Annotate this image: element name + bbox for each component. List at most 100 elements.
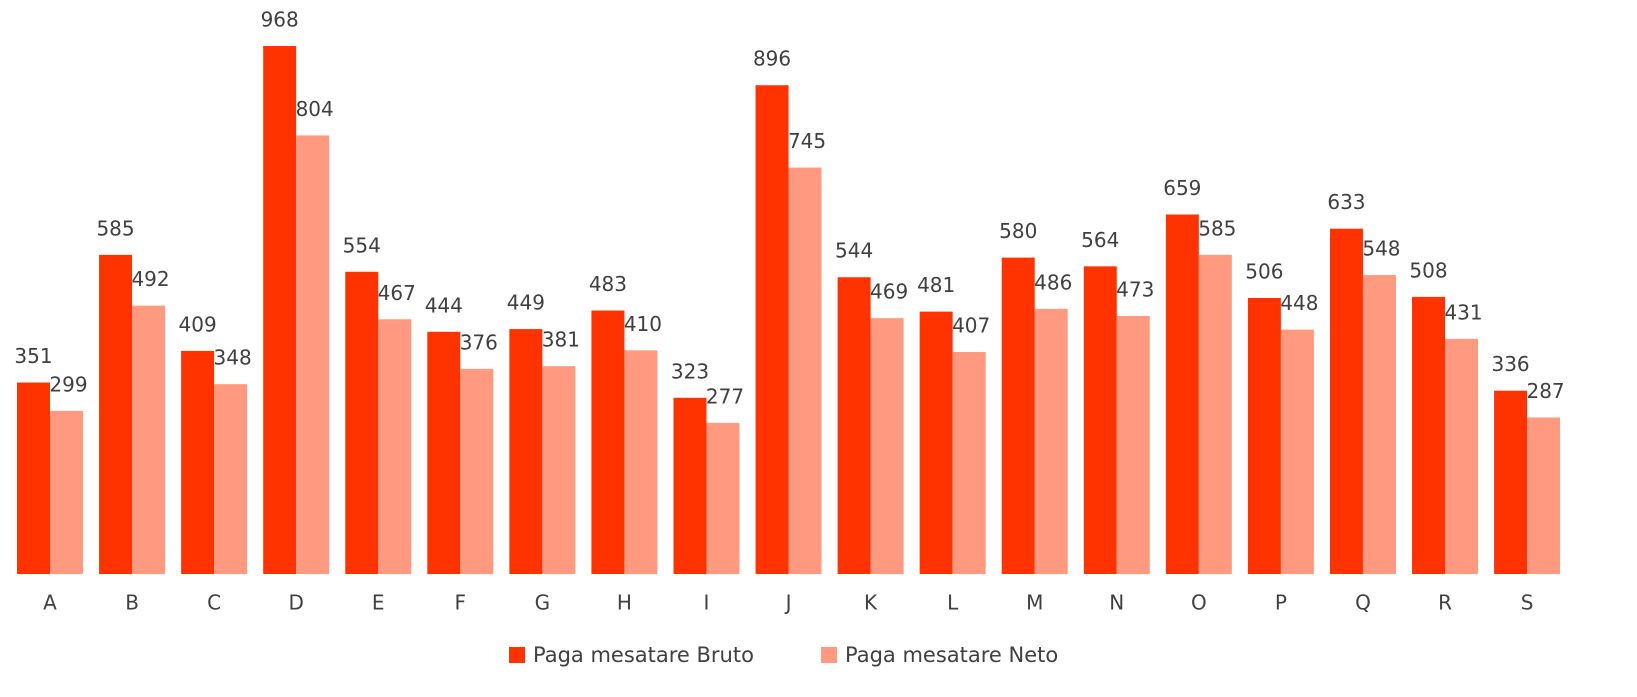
- x-tick-label: F: [455, 591, 467, 615]
- data-label: 508: [1409, 258, 1447, 282]
- data-label: 351: [14, 344, 52, 368]
- bar: [1527, 417, 1561, 574]
- data-label: 481: [917, 273, 955, 297]
- x-tick-label: A: [43, 591, 57, 615]
- x-tick-label: J: [784, 591, 792, 615]
- data-label: 444: [425, 293, 463, 317]
- data-label: 633: [1327, 190, 1365, 214]
- data-label: 506: [1245, 259, 1283, 283]
- bar: [591, 310, 625, 574]
- bar: [1445, 338, 1479, 574]
- bar: [1198, 254, 1232, 574]
- x-tick-label: Q: [1355, 591, 1371, 615]
- data-label: 277: [706, 384, 744, 408]
- x-tick-label: P: [1275, 591, 1287, 615]
- bar: [542, 366, 576, 574]
- bar: [1329, 228, 1363, 575]
- legend-label: Paga mesatare Bruto: [533, 643, 754, 667]
- x-tick-label: D: [288, 591, 303, 615]
- bar: [296, 135, 330, 574]
- data-label: 449: [507, 291, 545, 315]
- data-label: 659: [1163, 176, 1201, 200]
- bar: [427, 331, 461, 574]
- bar: [378, 319, 412, 574]
- bar: [1362, 275, 1396, 574]
- data-label: 323: [671, 359, 709, 383]
- bar: [460, 368, 494, 574]
- x-tick-label: R: [1438, 591, 1452, 615]
- bar: [345, 271, 379, 574]
- bar: [788, 167, 822, 575]
- data-label: 804: [296, 97, 334, 121]
- x-tick-label: B: [125, 591, 139, 615]
- data-label: 548: [1362, 237, 1400, 261]
- x-tick-label: O: [1191, 591, 1207, 615]
- bar: [952, 351, 986, 574]
- bar: [1280, 329, 1314, 574]
- data-label: 448: [1280, 291, 1318, 315]
- bar: [263, 45, 297, 575]
- bar: [99, 254, 133, 574]
- bar: [919, 311, 953, 574]
- bar: [1034, 308, 1068, 574]
- x-tick-label: M: [1026, 591, 1043, 615]
- legend-label: Paga mesatare Neto: [845, 643, 1058, 667]
- x-tick-label: G: [535, 591, 551, 615]
- data-label: 348: [214, 346, 252, 370]
- data-label: 336: [1491, 352, 1529, 376]
- bar: [706, 422, 740, 574]
- bar: [673, 397, 707, 574]
- data-label: 483: [589, 272, 627, 296]
- bar: [837, 277, 871, 574]
- x-tick-label: S: [1521, 591, 1534, 615]
- data-label: 467: [378, 281, 416, 305]
- x-tick-label: C: [207, 591, 221, 615]
- x-tick-label: K: [864, 591, 878, 615]
- data-label: 486: [1034, 270, 1072, 294]
- data-label: 554: [343, 233, 381, 257]
- bar: [509, 329, 543, 574]
- bar: [1247, 297, 1281, 574]
- data-label: 376: [460, 330, 498, 354]
- data-label: 564: [1081, 228, 1119, 252]
- bar: [1116, 315, 1150, 574]
- data-label: 409: [179, 312, 217, 336]
- bar: [1001, 257, 1035, 574]
- data-label: 473: [1116, 277, 1154, 301]
- data-label: 287: [1526, 379, 1564, 403]
- bar: [132, 305, 166, 574]
- bar: [214, 384, 248, 574]
- data-label: 896: [753, 47, 791, 71]
- x-tick-label: L: [947, 591, 959, 615]
- data-label: 410: [624, 312, 662, 336]
- bar: [624, 350, 658, 574]
- bar: [50, 410, 83, 574]
- data-label: 469: [870, 280, 908, 304]
- bar: [1165, 214, 1199, 574]
- x-tick-label: E: [372, 591, 385, 615]
- data-label: 492: [131, 267, 169, 291]
- bar: [1412, 296, 1446, 574]
- data-label: 580: [999, 219, 1037, 243]
- data-label: 544: [835, 239, 873, 263]
- data-label: 407: [952, 313, 990, 337]
- legend-swatch: [821, 647, 837, 663]
- bar: [755, 85, 789, 575]
- bar: [17, 382, 50, 574]
- x-tick-label: H: [617, 591, 632, 615]
- data-label: 381: [542, 328, 580, 352]
- bar: [870, 318, 904, 574]
- bar: [181, 350, 215, 574]
- bar: [1494, 390, 1528, 574]
- x-tick-label: I: [704, 591, 710, 615]
- data-label: 968: [261, 7, 299, 31]
- data-label: 431: [1444, 300, 1482, 324]
- bar: [1083, 266, 1117, 574]
- x-tick-label: N: [1109, 591, 1124, 615]
- data-label: 745: [788, 129, 826, 153]
- data-label: 585: [1198, 216, 1236, 240]
- legend-swatch: [509, 647, 525, 663]
- data-label: 585: [96, 216, 134, 240]
- data-label: 299: [49, 372, 87, 396]
